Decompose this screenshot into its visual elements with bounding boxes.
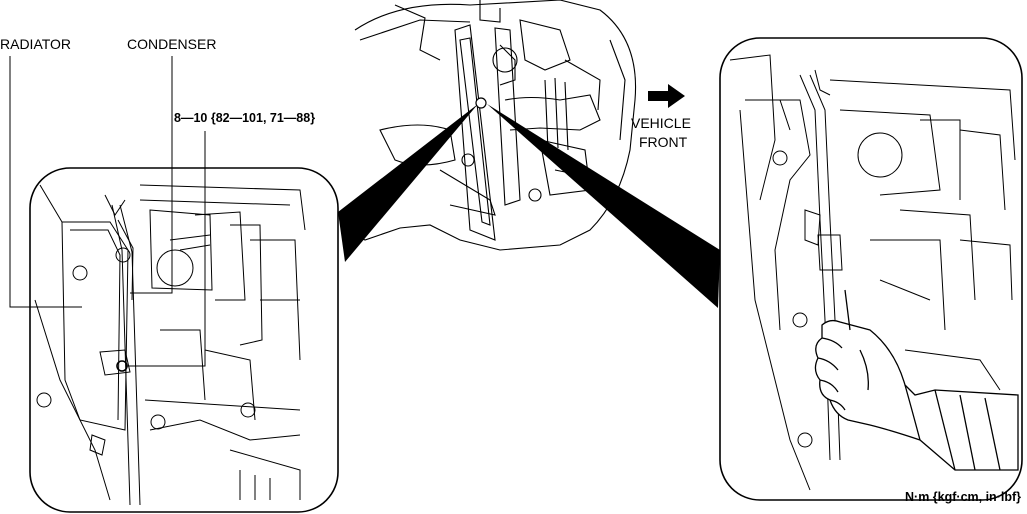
right-detail-panel [719, 37, 1023, 501]
overview-drawing [344, 0, 637, 251]
torque-spec-label: 8—10 {82—101, 71—88} [174, 111, 316, 125]
condenser-leader [130, 56, 173, 294]
left-detail-panel [29, 167, 339, 513]
vehicle-front-label-line1: VEHICLE [631, 115, 691, 131]
arrow-right-icon [648, 84, 685, 108]
torque-leader [127, 131, 206, 367]
condenser-label: CONDENSER [127, 36, 217, 52]
radiator-label: RADIATOR [0, 36, 72, 52]
vehicle-front-label-line2: FRONT [639, 134, 688, 150]
leader-lines [9, 56, 206, 367]
left-callout-wedge [338, 104, 478, 262]
right-callout-wedge [487, 104, 720, 308]
hand-drawing [814, 289, 1019, 471]
detail-target-circle [475, 97, 487, 109]
radiator-leader [9, 56, 82, 308]
torque-units-label: N·m {kgf·cm, in·lbf} [905, 490, 1021, 504]
